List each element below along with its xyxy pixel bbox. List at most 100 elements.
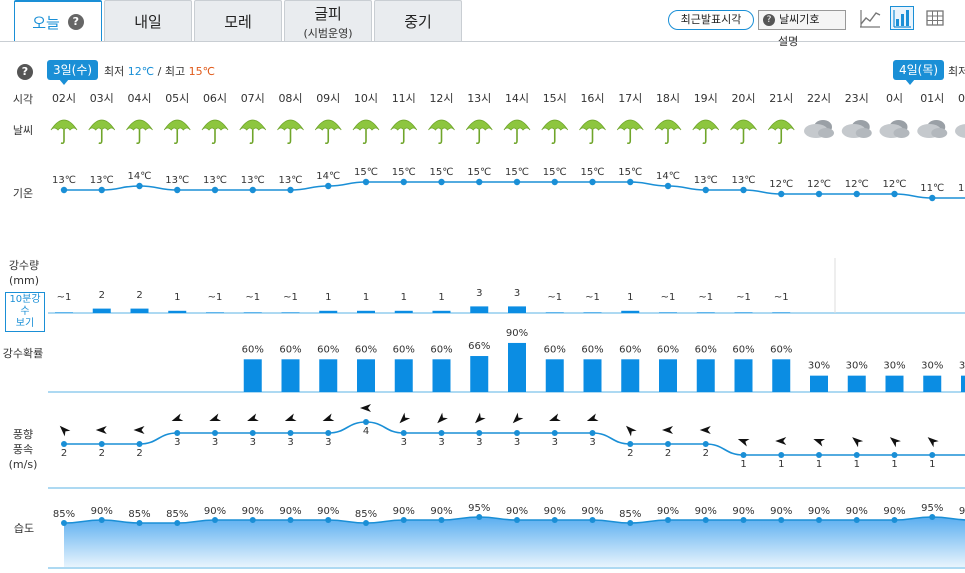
weather-symbol-legend-button[interactable]: ? 날씨기호 [758, 10, 846, 30]
row-label-rain-amount: 강수량 [8, 259, 40, 272]
wind-speed-label: 2 [99, 448, 105, 459]
temperature-point [325, 182, 332, 190]
wind-speed-point [665, 441, 671, 447]
wind-speed-point [853, 452, 860, 458]
wind-direction-arrow-icon [889, 437, 901, 448]
temperature-point [702, 186, 709, 194]
rain-bar [319, 310, 338, 313]
temperature-point [98, 186, 105, 194]
humidity-point [400, 517, 407, 523]
tab-3-days-later[interactable]: 글피 (시범운영) [284, 0, 372, 42]
wind-direction-arrow-icon [813, 438, 826, 447]
wind-direction-arrow-icon [586, 413, 599, 422]
row-label-wind-speed: 풍속 [12, 443, 34, 456]
rain-bar [243, 312, 262, 313]
wind-speed-point [287, 430, 294, 436]
umbrella-icon [767, 119, 795, 131]
cloud-icon [917, 124, 942, 138]
temperature-label: 15℃ [430, 167, 454, 178]
tab-3-days-label: 글피 [314, 4, 342, 23]
hour-label: 17시 [618, 92, 642, 105]
min-max-sep: / [157, 65, 162, 78]
rain-bar [659, 312, 677, 313]
rain-prob-bar [810, 375, 828, 392]
rain-prob-label: 30% [808, 361, 830, 372]
wind-speed-point [249, 430, 256, 436]
rain-prob-bar [357, 359, 375, 392]
temperature-label: 14℃ [128, 171, 152, 182]
wind-direction-arrow-icon [247, 413, 259, 422]
humidity-label: 90% [317, 506, 339, 517]
umbrella-icon [126, 119, 153, 131]
rain-bar [470, 306, 489, 313]
bar-graph-view-button[interactable] [890, 6, 914, 30]
legend-button-label: 날씨기호 [779, 13, 820, 26]
hour-label: 04시 [127, 92, 151, 105]
humidity-point [363, 520, 369, 526]
wind-direction-arrow-icon [927, 437, 939, 448]
umbrella-handle [60, 130, 65, 145]
wind-speed-label: 1 [778, 459, 784, 470]
rain-prob-label: 60% [317, 344, 339, 355]
hour-label: 08시 [278, 92, 302, 105]
rain-label: ~1 [57, 292, 72, 303]
humidity-point [816, 517, 822, 523]
umbrella-icon [239, 119, 267, 131]
umbrella-icon [730, 119, 757, 131]
bar-chart-icon [893, 10, 911, 28]
umbrella-handle [211, 130, 216, 145]
rain-bar [130, 308, 149, 313]
wind-speed-label: 4 [363, 426, 369, 437]
humidity-label: 90% [581, 506, 603, 517]
rain-prob-label: 60% [355, 344, 377, 355]
tab-tomorrow-label: 내일 [134, 13, 162, 31]
recent-release-button[interactable]: 최근발표시각 [668, 10, 754, 30]
ten-minute-rain-button[interactable]: 10분강 수 보기 [5, 292, 45, 332]
wind-speed-label: 1 [891, 459, 897, 470]
humidity-label: 90% [242, 506, 264, 517]
hour-label: 15시 [543, 92, 567, 105]
umbrella-handle [287, 130, 292, 145]
wind-speed-label: 3 [589, 437, 595, 448]
rain-prob-bar [583, 359, 602, 392]
temperature-label: 13℃ [732, 175, 756, 186]
rain-bar [772, 312, 791, 313]
umbrella-icon [201, 119, 229, 131]
temperature-label: 13℃ [52, 175, 76, 186]
humidity-point [98, 517, 105, 523]
humidity-label: 90% [883, 506, 905, 517]
temperature-label: 12℃ [769, 179, 793, 190]
tab-day-after-tomorrow[interactable]: 모레 [194, 0, 282, 42]
help-icon: ? [763, 14, 775, 26]
cloud-icon [893, 128, 910, 138]
humidity-point [853, 517, 860, 523]
wind-speed-point [740, 452, 747, 458]
rain-bar [432, 310, 451, 313]
tab-today[interactable]: 오늘 ? [14, 0, 102, 42]
umbrella-handle [475, 130, 481, 145]
wind-speed-label: 3 [552, 437, 558, 448]
hour-label: 02시 [958, 92, 965, 105]
humidity-label: 95% [468, 503, 490, 514]
umbrella-icon [503, 119, 531, 131]
rain-bar [621, 310, 640, 313]
temperature-point [778, 190, 785, 198]
cloud-icon [804, 124, 828, 138]
wind-speed-label: 1 [740, 459, 746, 470]
tab-mid-term[interactable]: 중기 [374, 0, 462, 42]
hour-label: 09시 [316, 92, 340, 105]
tab-tomorrow[interactable]: 내일 [104, 0, 192, 42]
table-view-button[interactable] [923, 6, 947, 30]
umbrella-handle [98, 130, 103, 145]
help-icon[interactable]: ? [17, 64, 33, 80]
rain-bar [508, 306, 526, 313]
line-graph-view-button[interactable] [858, 6, 882, 30]
wind-speed-point [702, 441, 709, 447]
hour-label: 12시 [429, 92, 453, 105]
wind-direction-arrow-icon [133, 426, 145, 434]
wind-direction-arrow-icon [95, 426, 107, 434]
help-icon[interactable]: ? [67, 14, 84, 30]
rain-label: 1 [627, 292, 633, 303]
wind-speed-point [514, 430, 520, 436]
temperature-label: 12℃ [807, 179, 831, 190]
